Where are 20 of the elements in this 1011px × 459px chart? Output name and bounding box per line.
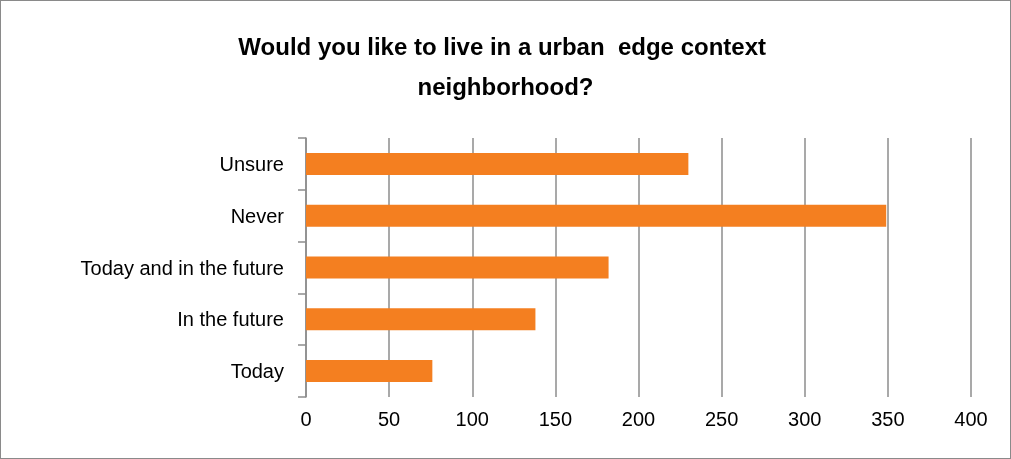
bar (306, 152, 689, 175)
x-tick-label: 300 (788, 408, 822, 430)
y-tick-label: Today (230, 360, 284, 383)
chart-title: Would you like to live in a urban edge context neighborhood? (238, 32, 773, 100)
bar (306, 256, 609, 279)
bar (306, 308, 536, 331)
x-tick-label: 250 (704, 408, 739, 430)
x-tick-label: 150 (538, 408, 573, 430)
y-tick-label: Never (230, 204, 285, 227)
x-tick-label: 0 (300, 408, 312, 430)
bar (306, 204, 887, 227)
y-tick-label: In the future (177, 308, 284, 331)
x-tick-label: 350 (871, 408, 905, 430)
bar (306, 360, 433, 383)
x-tick-label: 200 (621, 408, 656, 430)
x-tick-label: 400 (954, 408, 988, 430)
x-tick-label: 100 (455, 408, 489, 430)
y-tick-label: Today and in the future (80, 256, 284, 279)
x-tick-label: 50 (378, 408, 401, 430)
y-tick-label: Unsure (219, 152, 284, 175)
